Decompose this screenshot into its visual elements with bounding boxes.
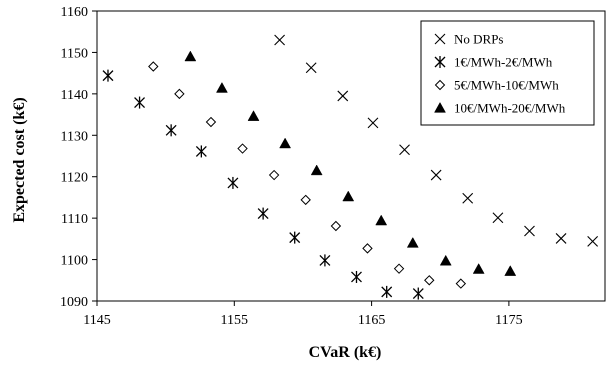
- legend-label: 1€/MWh-2€/MWh: [454, 55, 553, 70]
- legend-entry: 5€/MWh-10€/MWh: [434, 78, 559, 93]
- data-point: [367, 117, 379, 129]
- y-axis-title: Expected cost (k€): [11, 97, 28, 222]
- data-point: [279, 137, 292, 149]
- x-tick-label: 1145: [83, 313, 110, 328]
- data-point: [412, 287, 424, 300]
- legend-box: [420, 20, 595, 126]
- data-point: [205, 116, 217, 128]
- legend: No DRPs 1€/MWh-2€/MWh 5€/MWh-10€/MWh 10€/MW…: [420, 20, 595, 126]
- series-3: [148, 61, 467, 289]
- data-point: [375, 214, 388, 226]
- legend-entry: 1€/MWh-2€/MWh: [434, 55, 553, 70]
- y-tick-label: 1160: [61, 5, 88, 20]
- y-tick-label: 1140: [61, 88, 88, 103]
- data-point: [268, 169, 280, 181]
- data-point: [337, 90, 349, 102]
- legend-marker: [434, 33, 446, 45]
- data-point: [524, 225, 535, 237]
- data-point: [351, 270, 362, 283]
- legend-marker: [434, 79, 446, 91]
- series-2: [102, 69, 424, 300]
- data-point: [305, 62, 317, 74]
- data-point: [472, 263, 485, 274]
- legend-label: No DRPs: [454, 32, 504, 47]
- data-point: [227, 176, 239, 189]
- legend-entry: 10€/MWh-20€/MWh: [434, 101, 566, 116]
- data-point: [134, 96, 146, 109]
- data-point: [274, 34, 285, 46]
- data-point: [289, 231, 301, 244]
- y-tick-label: 1130: [61, 129, 88, 144]
- data-point: [462, 192, 474, 204]
- data-point: [430, 169, 442, 181]
- legend-marker: [434, 101, 446, 113]
- tick-labels: 1090 1100 1110 1120 1130 1140 1150 1160 1145 1155…: [60, 5, 523, 328]
- data-point: [439, 254, 452, 266]
- data-point: [406, 236, 419, 248]
- legend-label: 5€/MWh-10€/MWh: [454, 78, 559, 93]
- data-point: [587, 235, 599, 247]
- x-tick-label: 1155: [221, 313, 248, 328]
- x-axis-title: CVaR (k€): [309, 344, 382, 361]
- plot-area: [96, 10, 606, 302]
- legend-entry: No DRPs: [434, 32, 504, 47]
- data-point: [165, 124, 177, 137]
- data-point: [455, 278, 467, 289]
- data-point: [195, 145, 207, 158]
- data-point: [492, 212, 504, 224]
- data-point: [399, 144, 410, 156]
- data-point: [184, 50, 197, 62]
- data-point: [300, 194, 311, 206]
- data-point: [330, 220, 342, 232]
- y-tick-label: 1110: [61, 212, 88, 227]
- data-point: [148, 61, 159, 72]
- data-point: [237, 143, 248, 154]
- plot-border: [96, 10, 606, 302]
- data-point: [310, 164, 323, 176]
- y-tick-label: 1150: [61, 46, 88, 61]
- legend-label: 10€/MWh-20€/MWh: [454, 101, 566, 116]
- series-1: [274, 34, 599, 247]
- data-marks: [102, 34, 599, 300]
- series-4: [184, 50, 517, 276]
- x-tick-label: 1165: [358, 313, 385, 328]
- data-point: [424, 275, 435, 286]
- y-tick-label: 1090: [60, 295, 88, 310]
- data-point: [216, 82, 228, 93]
- data-point: [342, 190, 355, 202]
- data-point: [555, 233, 567, 244]
- data-point: [247, 110, 260, 121]
- x-tick-label: 1175: [495, 313, 522, 328]
- data-point: [381, 285, 393, 298]
- data-point: [102, 69, 114, 82]
- data-point: [174, 88, 185, 100]
- data-point: [504, 265, 517, 276]
- data-point: [362, 243, 373, 254]
- data-point: [319, 254, 331, 267]
- y-tick-label: 1100: [61, 254, 88, 269]
- y-tick-label: 1120: [61, 171, 88, 186]
- data-point: [393, 263, 405, 274]
- data-point: [257, 207, 269, 220]
- legend-marker: [434, 56, 446, 68]
